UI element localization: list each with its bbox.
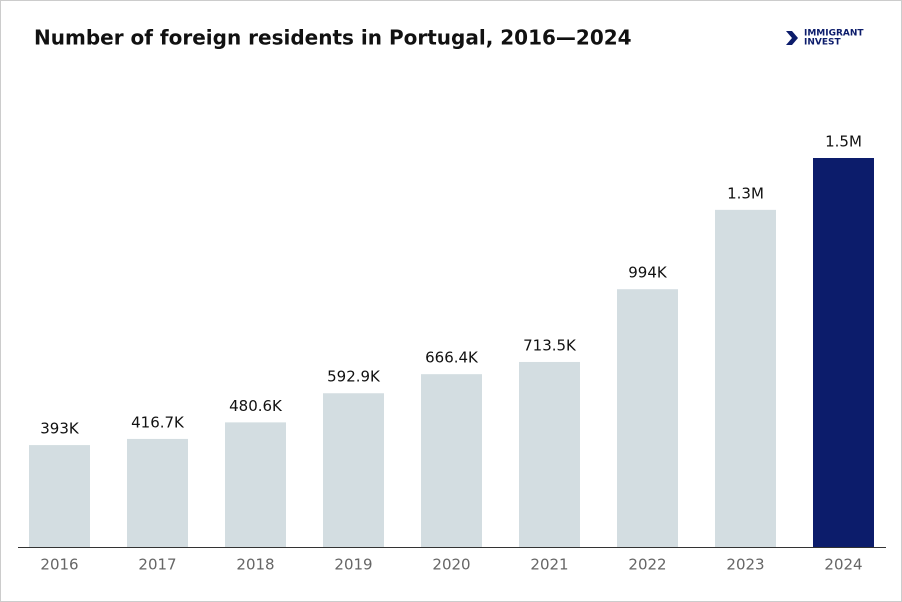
logo: IMMIGRANT INVEST (786, 29, 864, 48)
logo-text: INVEST (804, 38, 841, 48)
logo-mark (786, 31, 798, 45)
x-tick-label: 2021 (530, 556, 568, 574)
bar (715, 209, 776, 547)
bar (127, 438, 188, 547)
bar (29, 445, 90, 547)
chart-title: Number of foreign residents in Portugal,… (34, 26, 632, 50)
bar (323, 393, 384, 547)
x-tick-label: 2016 (40, 556, 78, 574)
bar (421, 374, 482, 547)
value-label: 1.5M (825, 133, 862, 151)
x-tick-label: 2020 (432, 556, 470, 574)
value-label: 592.9K (327, 368, 381, 386)
x-tick-label: 2017 (138, 556, 176, 574)
value-label: 713.5K (523, 336, 577, 354)
value-label: 994K (628, 264, 668, 282)
bar (225, 422, 286, 547)
value-label: 1.3M (727, 184, 764, 202)
value-label: 416.7K (131, 413, 185, 431)
bar (813, 158, 874, 547)
value-label: 393K (40, 420, 80, 438)
x-tick-label: 2022 (628, 556, 666, 574)
bar (617, 289, 678, 547)
bar (519, 361, 580, 547)
x-tick-label: 2024 (824, 556, 862, 574)
x-tick-label: 2018 (236, 556, 274, 574)
value-label: 666.4K (425, 349, 479, 367)
logo-text: IMMIGRANT (804, 29, 864, 39)
x-tick-label: 2023 (726, 556, 764, 574)
x-tick-label: 2019 (334, 556, 372, 574)
value-label: 480.6K (229, 397, 283, 415)
